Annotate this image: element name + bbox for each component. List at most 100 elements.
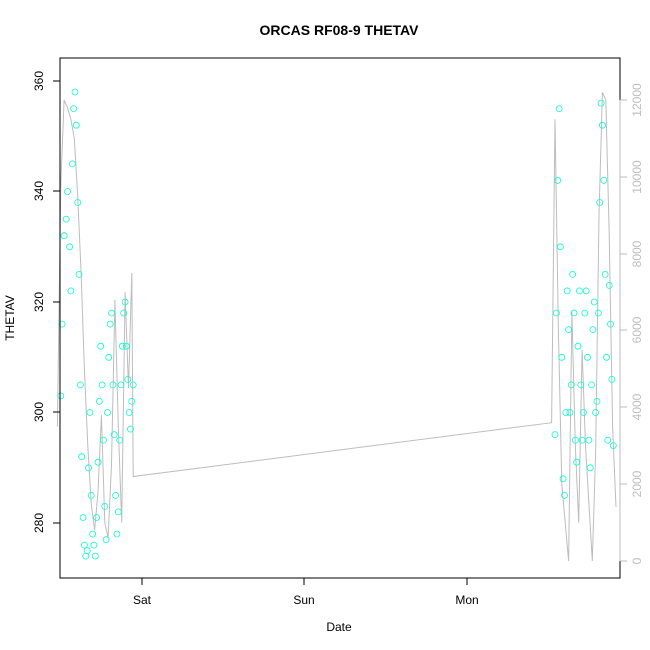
- y-axis-right: 0 2000 4000 6000 8000 10000 12000: [619, 83, 644, 564]
- y-right-tick-label: 4000: [630, 393, 644, 420]
- data-point: [77, 381, 84, 389]
- data-point: [117, 381, 125, 389]
- data-point: [567, 381, 575, 389]
- data-point: [566, 409, 574, 416]
- data-point: [586, 464, 594, 472]
- data-point: [89, 530, 96, 538]
- data-point: [592, 409, 599, 416]
- data-point: [128, 397, 136, 405]
- data-point: [71, 88, 79, 96]
- data-point: [93, 514, 100, 521]
- data-point: [94, 458, 102, 466]
- data-point: [553, 309, 560, 317]
- data-point: [66, 243, 73, 251]
- data-point: [114, 508, 122, 516]
- data-point: [559, 475, 567, 483]
- data-point: [580, 409, 587, 416]
- data-point: [584, 353, 591, 361]
- data-point: [121, 298, 129, 306]
- data-point: [555, 105, 563, 112]
- data-point: [105, 353, 113, 361]
- data-point: [609, 442, 617, 450]
- y-tick-label: 360: [32, 71, 46, 91]
- data-point: [577, 381, 585, 389]
- data-point: [90, 541, 98, 549]
- data-point: [68, 160, 76, 168]
- thetav-series: [57, 88, 617, 560]
- data-point: [563, 287, 571, 295]
- data-point: [129, 381, 137, 389]
- data-point: [599, 121, 606, 129]
- data-point: [86, 409, 94, 416]
- data-point: [85, 464, 92, 472]
- data-point: [100, 436, 107, 444]
- x-tick-label: Mon: [455, 593, 478, 607]
- data-point: [70, 105, 77, 112]
- chart-title: ORCAS RF08-9 THETAV: [260, 22, 420, 38]
- data-point: [600, 176, 608, 184]
- data-point: [78, 453, 86, 461]
- data-point: [113, 530, 121, 538]
- data-point: [578, 436, 586, 444]
- data-point: [605, 281, 613, 289]
- data-point: [123, 342, 130, 350]
- x-axis-label: Date: [326, 620, 352, 634]
- data-point: [557, 243, 564, 251]
- data-point: [608, 375, 616, 383]
- data-point: [109, 381, 117, 389]
- data-point: [58, 320, 66, 328]
- altitude-series: [56, 92, 617, 562]
- data-point: [573, 458, 581, 466]
- y-tick-label: 340: [32, 181, 46, 201]
- altitude-line: [56, 92, 617, 562]
- data-point: [72, 121, 80, 129]
- data-point: [62, 215, 70, 223]
- data-point: [607, 320, 614, 328]
- y-tick-label: 320: [32, 292, 46, 312]
- data-point: [571, 436, 579, 444]
- data-point: [97, 342, 105, 350]
- data-point: [561, 491, 568, 499]
- data-point: [585, 436, 593, 444]
- data-point: [91, 552, 99, 560]
- plot-frame: [59, 57, 621, 579]
- data-point: [601, 270, 609, 278]
- data-point: [106, 320, 114, 328]
- x-tick-label: Sun: [293, 593, 314, 607]
- data-point: [112, 491, 119, 499]
- data-point: [582, 287, 590, 295]
- x-axis: Sat Sun Mon Date: [133, 577, 479, 634]
- data-point: [597, 99, 605, 107]
- data-point: [79, 514, 87, 521]
- y-right-tick-label: 10000: [630, 160, 644, 194]
- y-right-tick-label: 0: [630, 557, 644, 564]
- data-point: [127, 425, 134, 433]
- data-point: [593, 397, 601, 405]
- data-point: [98, 381, 106, 389]
- data-point: [64, 188, 71, 195]
- data-point: [574, 342, 582, 350]
- data-point: [102, 536, 110, 543]
- data-point: [124, 375, 132, 383]
- data-point: [83, 547, 91, 554]
- data-point: [565, 326, 572, 334]
- data-point: [110, 431, 118, 439]
- data-point: [562, 409, 570, 416]
- data-point: [588, 381, 595, 389]
- data-point: [558, 353, 566, 361]
- data-point: [108, 309, 115, 317]
- y-axis-left: 280 300 320 340 360 THETAV: [3, 71, 61, 533]
- data-point: [581, 309, 589, 317]
- y-right-tick-label: 6000: [630, 316, 644, 343]
- data-point: [603, 353, 610, 361]
- y-tick-label: 280: [32, 513, 46, 533]
- y-right-tick-label: 8000: [630, 240, 644, 267]
- data-point: [60, 232, 68, 240]
- data-point: [551, 431, 559, 439]
- data-point: [596, 199, 604, 206]
- y-right-tick-label: 2000: [630, 470, 644, 497]
- data-point: [74, 199, 82, 206]
- data-point: [576, 287, 583, 295]
- data-point: [569, 270, 576, 278]
